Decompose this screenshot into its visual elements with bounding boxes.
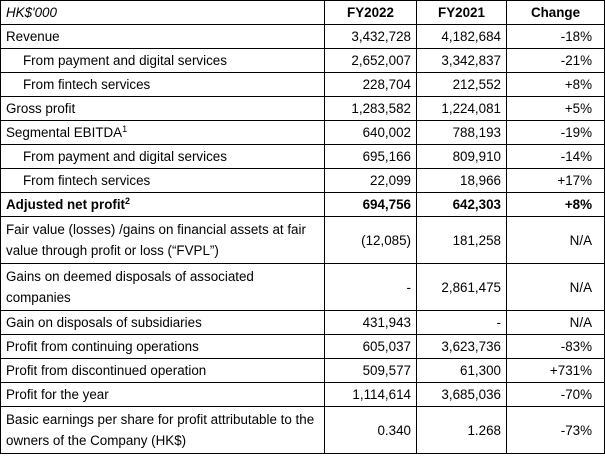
fy2021-value: 809,910 <box>416 144 507 169</box>
fy2022-value: 2,652,007 <box>324 48 417 73</box>
change-value: -83% <box>506 334 605 359</box>
table-row-gross-profit: Gross profit 1,283,582 1,224,081 +5% <box>0 96 605 121</box>
financial-table: HK$'000 FY2022 FY2021 Change Revenue 3,4… <box>0 0 605 454</box>
fy2022-value: (12,085) <box>324 216 417 264</box>
table-row-deemed-disposals: Gains on deemed disposals of associated … <box>0 263 605 311</box>
fy2021-value: 1.268 <box>416 406 507 454</box>
table-row-basic-eps: Basic earnings per share for profit attr… <box>0 406 605 454</box>
row-label-text: Segmental EBITDA <box>6 125 123 140</box>
fy2021-value: 61,300 <box>416 358 507 383</box>
row-label: From fintech services <box>0 72 325 97</box>
row-label: Segmental EBITDA1 <box>0 120 325 145</box>
footnote-marker: 1 <box>122 124 128 134</box>
row-label: Gains on deemed disposals of associated … <box>0 263 325 311</box>
fy2022-value: 228,704 <box>324 72 417 97</box>
fy2022-value: 695,166 <box>324 144 417 169</box>
fy2022-value: 509,577 <box>324 358 417 383</box>
row-label: Fair value (losses) /gains on financial … <box>0 216 325 264</box>
table-row-profit-for-year: Profit for the year 1,114,614 3,685,036 … <box>0 382 605 407</box>
row-label: Adjusted net profit2 <box>0 192 325 217</box>
fy2022-value: 22,099 <box>324 168 417 193</box>
fy2021-value: 212,552 <box>416 72 507 97</box>
table-row-revenue-fintech: From fintech services 228,704 212,552 +8… <box>0 72 605 97</box>
fy2021-value: 3,342,837 <box>416 48 507 73</box>
header-row: HK$'000 FY2022 FY2021 Change <box>0 0 605 25</box>
row-label: Profit from continuing operations <box>0 334 325 359</box>
change-header: Change <box>506 0 605 25</box>
row-label: From payment and digital services <box>0 144 325 169</box>
fy2022-value: 0.340 <box>324 406 417 454</box>
fy2022-value: 1,283,582 <box>324 96 417 121</box>
footnote-marker: 2 <box>125 196 131 206</box>
row-label: Basic earnings per share for profit attr… <box>0 406 325 454</box>
change-value: -18% <box>506 24 605 49</box>
row-label: From fintech services <box>0 168 325 193</box>
change-value: +17% <box>506 168 605 193</box>
fy2022-value: 640,002 <box>324 120 417 145</box>
fy2021-value: 3,685,036 <box>416 382 507 407</box>
fy2021-value: 642,303 <box>416 192 507 217</box>
change-value: N/A <box>506 216 605 264</box>
change-value: -14% <box>506 144 605 169</box>
table-row-disposal-subsidiaries: Gain on disposals of subsidiaries 431,94… <box>0 310 605 335</box>
change-value: -21% <box>506 48 605 73</box>
row-label: From payment and digital services <box>0 48 325 73</box>
change-value: +8% <box>506 192 605 217</box>
table-row-discontinued-operation: Profit from discontinued operation 509,5… <box>0 358 605 383</box>
table-row-revenue-payment: From payment and digital services 2,652,… <box>0 48 605 73</box>
fy2022-header: FY2022 <box>324 0 417 25</box>
fy2022-value: 1,114,614 <box>324 382 417 407</box>
table-row-revenue: Revenue 3,432,728 4,182,684 -18% <box>0 24 605 49</box>
fy2021-value: 18,966 <box>416 168 507 193</box>
change-value: +5% <box>506 96 605 121</box>
fy2022-value: 431,943 <box>324 310 417 335</box>
row-label: Profit for the year <box>0 382 325 407</box>
table-row-continuing-operations: Profit from continuing operations 605,03… <box>0 334 605 359</box>
change-value: -19% <box>506 120 605 145</box>
fy2021-value: 4,182,684 <box>416 24 507 49</box>
table-row-ebitda-fintech: From fintech services 22,099 18,966 +17% <box>0 168 605 193</box>
fy2021-value: 788,193 <box>416 120 507 145</box>
table-row-ebitda-payment: From payment and digital services 695,16… <box>0 144 605 169</box>
row-label-text: Adjusted net profit <box>6 197 126 212</box>
fy2021-value: - <box>416 310 507 335</box>
unit-header: HK$'000 <box>0 0 325 25</box>
change-value: -73% <box>506 406 605 454</box>
table-row-fair-value-fvpl: Fair value (losses) /gains on financial … <box>0 216 605 264</box>
fy2021-value: 1,224,081 <box>416 96 507 121</box>
row-label: Revenue <box>0 24 325 49</box>
fy2021-value: 3,623,736 <box>416 334 507 359</box>
fy2022-value: - <box>324 263 417 311</box>
row-label: Profit from discontinued operation <box>0 358 325 383</box>
table-row-segmental-ebitda: Segmental EBITDA1 640,002 788,193 -19% <box>0 120 605 145</box>
change-value: +8% <box>506 72 605 97</box>
change-value: -70% <box>506 382 605 407</box>
fy2021-value: 2,861,475 <box>416 263 507 311</box>
financial-summary: HK$'000 FY2022 FY2021 Change Revenue 3,4… <box>0 0 605 454</box>
row-label: Gain on disposals of subsidiaries <box>0 310 325 335</box>
row-label: Gross profit <box>0 96 325 121</box>
table-row-adjusted-net-profit: Adjusted net profit2 694,756 642,303 +8% <box>0 192 605 217</box>
fy2022-value: 694,756 <box>324 192 417 217</box>
change-value: +731% <box>506 358 605 383</box>
fy2022-value: 3,432,728 <box>324 24 417 49</box>
change-value: N/A <box>506 263 605 311</box>
fy2021-header: FY2021 <box>416 0 507 25</box>
fy2021-value: 181,258 <box>416 216 507 264</box>
change-value: N/A <box>506 310 605 335</box>
fy2022-value: 605,037 <box>324 334 417 359</box>
